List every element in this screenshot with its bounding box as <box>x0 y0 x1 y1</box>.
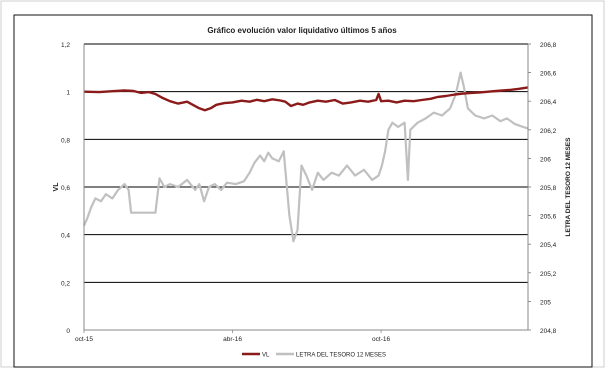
y2-tick-label: 204,8 <box>540 328 557 335</box>
x-tick-label: oct-15 <box>75 336 93 343</box>
x-tick-label: oct-16 <box>372 336 390 343</box>
y-tick-label: 0,6 <box>61 185 70 192</box>
legend-label: VL <box>262 353 270 359</box>
y2-tick-label: 206,6 <box>540 71 557 78</box>
y2-tick-label: 205,2 <box>540 271 557 278</box>
chart-title: Gráfico evolución valor liquidativo últi… <box>207 26 397 35</box>
y2-axis-title: LETRA DEL TESORO 12 MESES <box>565 137 572 237</box>
y2-tick-label: 205,6 <box>540 214 557 221</box>
y-tick-label: 0,2 <box>61 280 70 287</box>
x-tick-label: abr-16 <box>223 336 242 343</box>
y2-tick-label: 205,8 <box>540 185 557 192</box>
series-line-vl <box>83 86 529 112</box>
legend-label: LETRA DEL TESORO 12 MESES <box>296 353 386 359</box>
y2-tick-label: 206 <box>540 156 551 163</box>
series-line-letra <box>82 71 529 243</box>
y2-tick-label: 206,8 <box>540 42 557 49</box>
y2-tick-label: 205,4 <box>540 242 557 249</box>
y-tick-label: 0,8 <box>61 137 70 144</box>
legend: VL LETRA DEL TESORO 12 MESES <box>242 353 386 359</box>
y-axis-title: VL <box>53 182 60 192</box>
y-tick-label: 1 <box>66 90 70 97</box>
y2-tick-label: 205 <box>540 299 551 306</box>
y-tick-label: 0 <box>66 328 70 335</box>
chart-area-border <box>13 14 593 368</box>
axes: 0 0,2 0,4 0,6 0,8 1 1,2 204,8 205 205,2 205,4 205,6… <box>61 42 557 343</box>
y2-tick-label: 206,4 <box>540 99 557 106</box>
y-tick-label: 0,4 <box>61 233 70 240</box>
y2-tick-label: 206,2 <box>540 128 557 135</box>
series-lines <box>82 71 529 243</box>
y-tick-label: 1,2 <box>61 42 70 49</box>
